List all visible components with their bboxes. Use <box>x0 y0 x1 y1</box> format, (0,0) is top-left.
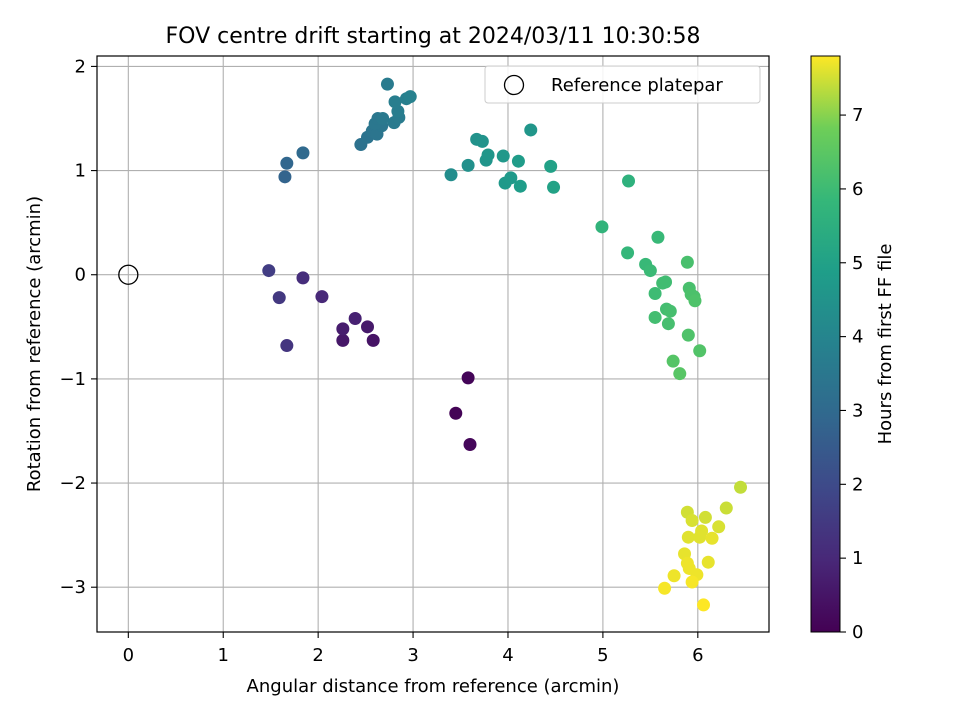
colorbar-tick-label: 0 <box>852 622 863 643</box>
colorbar-label: Hours from first FF file <box>875 244 896 445</box>
chart-title: FOV centre drift starting at 2024/03/11 … <box>166 24 701 49</box>
legend-box <box>484 65 761 104</box>
legend: Reference platepar <box>484 65 761 104</box>
colorbar: 0 1 2 3 4 5 6 7 Hours from first FF file <box>810 55 896 643</box>
data-point <box>685 575 699 589</box>
x-tick-label: 1 <box>218 645 229 666</box>
data-point <box>278 170 292 184</box>
colorbar-tick-label: 6 <box>852 179 863 200</box>
data-point <box>544 159 558 173</box>
data-point <box>621 246 635 260</box>
colorbar-tick-label: 3 <box>852 400 863 421</box>
data-point <box>667 569 681 583</box>
data-point <box>693 344 707 358</box>
data-point <box>524 123 538 137</box>
data-point <box>659 275 673 289</box>
data-point <box>366 333 380 347</box>
data-point <box>734 480 748 494</box>
data-point <box>698 510 712 524</box>
data-point <box>280 339 294 353</box>
colorbar-gradient <box>810 55 841 633</box>
y-tick-label: −2 <box>59 473 86 494</box>
x-tick-label: 3 <box>407 645 418 666</box>
reference-platepar-marker <box>118 264 139 285</box>
data-point <box>666 354 680 368</box>
y-tick-label: 1 <box>75 161 86 182</box>
data-point <box>697 598 711 612</box>
data-point <box>336 333 350 347</box>
data-point <box>595 220 609 234</box>
data-point <box>463 438 477 452</box>
colorbar-tick-label: 5 <box>852 253 863 274</box>
data-point <box>504 171 518 185</box>
colorbar-tick-label: 1 <box>852 548 863 569</box>
data-point <box>262 264 276 278</box>
data-point <box>648 286 662 300</box>
x-tick-label: 2 <box>312 645 323 666</box>
colorbar-tick-label: 4 <box>852 327 863 348</box>
reference-point <box>118 264 139 285</box>
data-point <box>622 174 636 188</box>
y-tick-label: 0 <box>75 265 86 286</box>
data-point <box>461 371 475 385</box>
colorbar-tick-label: 2 <box>852 474 863 495</box>
data-point <box>661 317 675 331</box>
data-point <box>296 146 310 160</box>
x-tick-label: 5 <box>597 645 608 666</box>
y-tick-label: −1 <box>59 369 86 390</box>
data-point <box>296 271 310 285</box>
data-point <box>681 328 695 342</box>
data-point <box>481 148 495 162</box>
data-point <box>403 90 417 104</box>
colorbar-ticks: 0 1 2 3 4 5 6 7 <box>840 105 863 643</box>
data-point <box>336 322 350 336</box>
data-point <box>701 555 715 569</box>
data-point <box>688 294 702 308</box>
data-point <box>651 230 665 244</box>
data-point <box>658 581 672 595</box>
plot-frame <box>96 55 770 633</box>
grid-lines <box>97 56 769 632</box>
data-point <box>348 311 362 325</box>
x-tick-label: 4 <box>502 645 513 666</box>
data-point <box>272 291 286 305</box>
data-point <box>475 134 489 148</box>
data-point <box>719 501 733 515</box>
legend-reference-label: Reference platepar <box>551 75 723 96</box>
x-tick-label: 0 <box>123 645 134 666</box>
legend-reference-marker <box>503 74 525 96</box>
data-point <box>663 304 677 318</box>
y-axis-label: Rotation from reference (arcmin) <box>24 196 45 492</box>
y-tick-label: 2 <box>75 56 86 77</box>
data-point <box>461 158 475 172</box>
data-point <box>280 156 294 170</box>
x-tick-label: 6 <box>692 645 703 666</box>
data-point <box>685 514 699 528</box>
data-point <box>388 95 402 109</box>
y-tick-label: −3 <box>59 577 86 598</box>
data-point <box>673 367 687 381</box>
data-point <box>547 180 561 194</box>
data-point <box>693 530 707 544</box>
scatter-points <box>262 77 748 612</box>
data-point <box>681 530 695 544</box>
data-point <box>680 255 694 269</box>
data-point <box>513 179 527 193</box>
data-point <box>712 520 726 534</box>
data-point <box>643 264 657 278</box>
data-point <box>315 290 329 304</box>
data-point <box>380 77 394 91</box>
x-axis-label: Angular distance from reference (arcmin) <box>247 676 620 697</box>
data-point <box>376 111 390 125</box>
data-point <box>496 149 510 163</box>
data-point <box>361 320 375 334</box>
data-point <box>648 310 662 324</box>
data-point <box>444 168 458 182</box>
data-point <box>511 154 525 168</box>
axis-ticks: 0 1 2 3 4 5 6 −3 −2 −1 0 1 2 <box>59 56 703 666</box>
data-point <box>705 531 719 545</box>
colorbar-tick-label: 7 <box>852 105 863 126</box>
data-point <box>449 406 463 420</box>
